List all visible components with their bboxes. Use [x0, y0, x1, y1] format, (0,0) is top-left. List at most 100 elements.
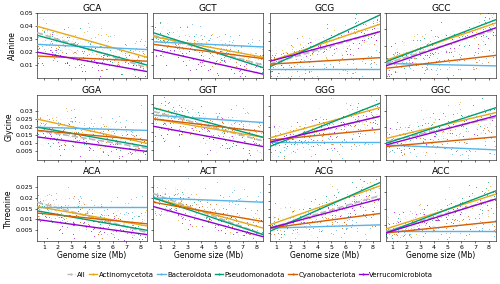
Point	[475, 216, 483, 220]
Point	[320, 211, 328, 216]
Point	[467, 134, 475, 139]
Point	[311, 196, 319, 201]
Point	[156, 53, 164, 58]
Point	[244, 222, 252, 227]
Point	[449, 72, 457, 77]
Point	[104, 125, 112, 130]
Point	[246, 53, 254, 57]
Point	[368, 185, 376, 189]
Point	[220, 130, 228, 134]
Point	[330, 202, 338, 206]
Point	[113, 142, 121, 147]
Point	[324, 133, 332, 137]
Point	[76, 220, 84, 225]
Point	[244, 59, 252, 64]
Point	[340, 38, 348, 43]
Point	[129, 233, 137, 237]
Point	[486, 150, 494, 155]
Point	[178, 194, 186, 199]
Point	[389, 69, 397, 73]
Point	[197, 126, 205, 130]
Point	[443, 131, 451, 135]
Point	[483, 193, 491, 197]
Point	[288, 142, 296, 146]
Point	[196, 33, 204, 38]
Point	[218, 64, 226, 68]
Point	[313, 220, 321, 224]
Point	[435, 57, 443, 62]
Point	[162, 49, 170, 54]
Point	[77, 205, 85, 209]
Point	[162, 126, 170, 130]
Point	[274, 227, 281, 231]
Point	[454, 52, 462, 57]
Point	[466, 30, 473, 35]
Point	[67, 118, 75, 123]
Point	[470, 203, 478, 207]
Point	[156, 30, 164, 35]
Point	[408, 56, 416, 60]
Point	[152, 199, 160, 203]
Point	[138, 217, 146, 222]
Point	[356, 38, 364, 42]
Point	[89, 225, 97, 230]
Point	[294, 60, 302, 65]
Point	[338, 128, 346, 133]
Point	[174, 43, 182, 48]
Point	[137, 120, 145, 124]
Point	[297, 126, 305, 131]
Point	[358, 118, 366, 122]
Point	[280, 71, 287, 75]
Point	[384, 227, 392, 231]
Point	[330, 41, 338, 45]
Point	[283, 227, 291, 231]
Point	[360, 30, 368, 35]
Point	[164, 39, 172, 44]
Point	[134, 136, 141, 141]
Point	[306, 133, 314, 137]
Point	[33, 131, 41, 135]
Title: GGA: GGA	[82, 86, 102, 95]
Point	[412, 62, 420, 67]
Point	[356, 201, 364, 205]
Point	[448, 48, 456, 53]
Point	[477, 37, 485, 41]
Point	[247, 65, 255, 69]
Point	[300, 224, 308, 228]
Point	[410, 48, 418, 52]
Point	[179, 214, 187, 219]
Point	[164, 101, 172, 105]
Point	[324, 223, 332, 227]
Point	[130, 120, 138, 124]
Point	[459, 124, 467, 129]
Point	[319, 130, 327, 135]
Point	[61, 143, 69, 148]
Point	[239, 59, 247, 63]
Point	[88, 211, 96, 215]
Point	[63, 61, 71, 65]
Point	[419, 210, 427, 215]
Point	[484, 214, 492, 218]
Point	[82, 141, 90, 146]
Point	[322, 117, 330, 122]
Point	[474, 49, 482, 54]
Point	[356, 201, 364, 206]
Point	[138, 194, 146, 199]
Point	[362, 114, 370, 118]
Point	[349, 121, 357, 125]
Point	[116, 223, 124, 227]
Point	[423, 67, 431, 71]
Point	[390, 52, 398, 57]
Point	[134, 149, 142, 154]
Point	[458, 204, 466, 208]
Point	[326, 208, 334, 212]
Point	[36, 214, 44, 218]
Point	[470, 66, 478, 71]
Point	[290, 132, 298, 137]
Point	[324, 205, 332, 210]
Point	[246, 56, 254, 61]
Point	[42, 125, 50, 130]
Point	[212, 141, 220, 146]
Point	[118, 136, 126, 141]
Point	[102, 144, 110, 149]
